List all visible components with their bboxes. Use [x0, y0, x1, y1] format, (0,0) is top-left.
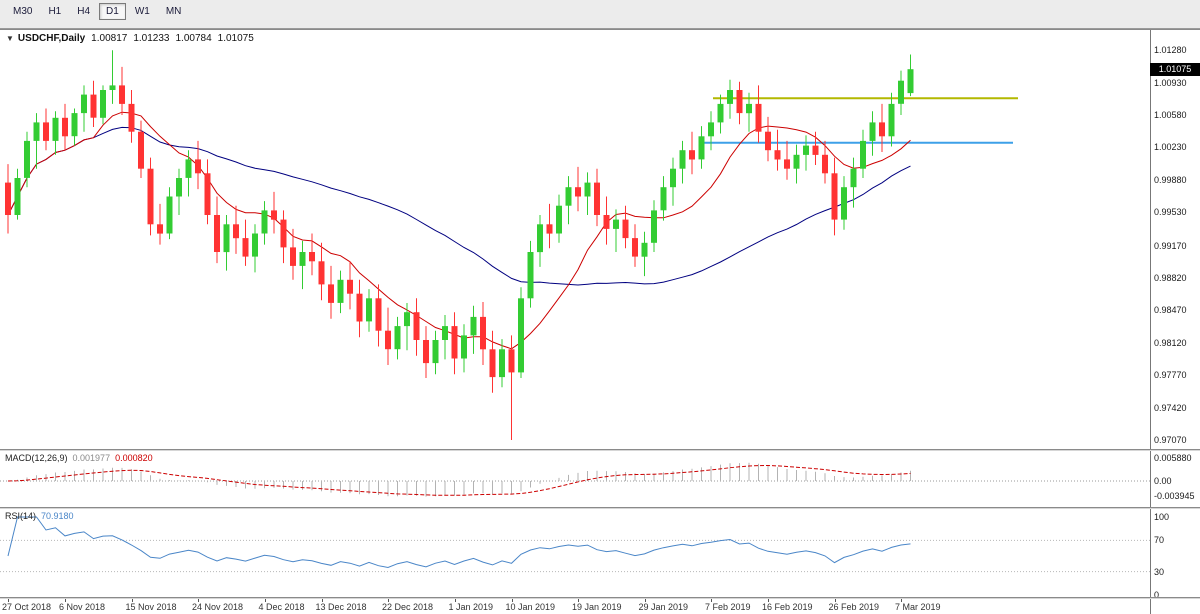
macd-main-value: 0.001977 — [72, 453, 111, 463]
timeframe-button-d1[interactable]: D1 — [99, 3, 126, 20]
date-label: 6 Nov 2018 — [59, 602, 106, 612]
ohlc-low: 1.00784 — [175, 33, 212, 44]
ohlc-open: 1.00817 — [91, 33, 128, 44]
rsi-indicator-label: RSI(14) 70.9180 — [5, 511, 74, 521]
axis-label: 0.98470 — [1154, 305, 1187, 316]
axis-label: 0.97070 — [1154, 435, 1187, 445]
macd-canvas[interactable] — [0, 451, 1150, 507]
axis-label: 0.99530 — [1154, 207, 1187, 218]
axis-label: 1.00230 — [1154, 142, 1187, 153]
current-price-tag: 1.01075 — [1150, 62, 1200, 76]
rsi-axis[interactable]: 100 70 30 0 — [1151, 509, 1200, 600]
symbol-label: USDCHF,Daily — [17, 33, 86, 44]
time-tick — [198, 599, 199, 602]
ma-slow-line[interactable] — [7, 126, 911, 286]
axis-label: 30 — [1154, 566, 1165, 577]
symbol-dropdown-icon[interactable]: ▼ — [6, 34, 14, 43]
time-tick — [901, 599, 902, 602]
time-tick — [8, 599, 9, 602]
ohlc-close: 1.01075 — [217, 33, 254, 44]
chart-top-border — [0, 29, 1200, 30]
date-label: 10 Jan 2019 — [505, 602, 556, 612]
time-tick — [834, 599, 836, 602]
rsi-value: 70.9180 — [41, 511, 74, 521]
timeframe-button-h1[interactable]: H1 — [41, 3, 68, 20]
date-label: 7 Feb 2019 — [705, 602, 751, 612]
axis-label: 0.97770 — [1154, 370, 1187, 381]
date-label: 29 Jan 2019 — [638, 602, 689, 612]
timeframe-button-w1[interactable]: W1 — [128, 3, 157, 20]
main-chart-canvas[interactable] — [0, 30, 1150, 449]
axis-label: 0.97420 — [1154, 402, 1187, 413]
time-tick — [65, 599, 66, 602]
chart-title: ▼ USDCHF,Daily 1.00817 1.01233 1.00784 1.0107… — [6, 33, 254, 44]
time-tick — [454, 599, 456, 602]
date-label: 27 Oct 2018 — [2, 602, 52, 612]
timeframe-button-h4[interactable]: H4 — [70, 3, 97, 20]
timeframe-button-m30[interactable]: M30 — [6, 3, 39, 20]
date-label: 19 Jan 2019 — [572, 602, 622, 612]
time-tick — [511, 599, 513, 602]
panel-splitter[interactable] — [0, 597, 1200, 599]
time-tick — [768, 599, 769, 602]
axis-label: 0 — [1154, 590, 1160, 600]
axis-label: 1.00580 — [1154, 110, 1187, 120]
axis-label: 0.98820 — [1154, 273, 1187, 283]
axis-label: 1.01280 — [1154, 45, 1187, 56]
macd-signal-line — [7, 464, 911, 496]
time-tick — [578, 599, 579, 602]
time-tick — [644, 599, 646, 602]
date-label: 4 Dec 2018 — [258, 602, 305, 612]
date-label: 13 Dec 2018 — [315, 602, 367, 612]
price-axis[interactable]: 1.01075 1.01280 1.00930 1.00580 1.00230 0.99… — [1150, 30, 1200, 449]
axis-label: 0.99170 — [1154, 240, 1187, 251]
date-label: 1 Jan 2019 — [448, 602, 494, 612]
timeframe-button-mn[interactable]: MN — [159, 3, 189, 20]
macd-indicator-label: MACD(12,26,9) 0.001977 0.000820 — [5, 453, 153, 463]
axis-label: 0.99880 — [1154, 174, 1187, 185]
rsi-line — [7, 516, 911, 569]
axis-label: 100 — [1154, 512, 1170, 522]
axis-label: 0.005880 — [1154, 453, 1192, 463]
date-label: 26 Feb 2019 — [828, 602, 880, 612]
rsi-canvas[interactable] — [0, 509, 1150, 597]
rsi-name: RSI(14) — [5, 511, 37, 521]
date-label: 7 Mar 2019 — [895, 602, 941, 612]
time-axis[interactable]: 27 Oct 2018 6 Nov 2018 15 Nov 2018 24 Nov 2… — [0, 599, 1150, 614]
date-label: 16 Feb 2019 — [762, 602, 813, 612]
macd-histogram — [17, 462, 911, 497]
panel-splitter[interactable] — [0, 507, 1200, 509]
axis-label: 70 — [1154, 535, 1165, 546]
price-axis-border — [1150, 30, 1151, 614]
time-tick — [711, 599, 712, 602]
date-label: 15 Nov 2018 — [125, 602, 177, 612]
date-label: 22 Dec 2018 — [382, 602, 434, 612]
ohlc-high: 1.01233 — [133, 33, 170, 44]
macd-axis[interactable]: 0.005880 0.00 -0.003945 — [1151, 451, 1200, 507]
axis-label: 0.98120 — [1154, 337, 1187, 348]
axis-label: 1.00930 — [1154, 77, 1187, 88]
time-tick — [264, 599, 266, 602]
macd-name: MACD(12,26,9) — [5, 453, 68, 463]
timeframe-toolbar: M30 H1 H4 D1 W1 MN — [0, 0, 1200, 29]
panel-splitter[interactable] — [0, 449, 1200, 451]
time-tick — [321, 599, 323, 602]
candles-group — [5, 50, 914, 440]
time-tick — [388, 599, 389, 602]
axis-label: 0.00 — [1154, 476, 1172, 486]
time-tick — [131, 599, 133, 602]
macd-signal-value: 0.000820 — [115, 453, 153, 463]
axis-label: -0.003945 — [1154, 491, 1195, 502]
date-label: 24 Nov 2018 — [192, 602, 244, 612]
